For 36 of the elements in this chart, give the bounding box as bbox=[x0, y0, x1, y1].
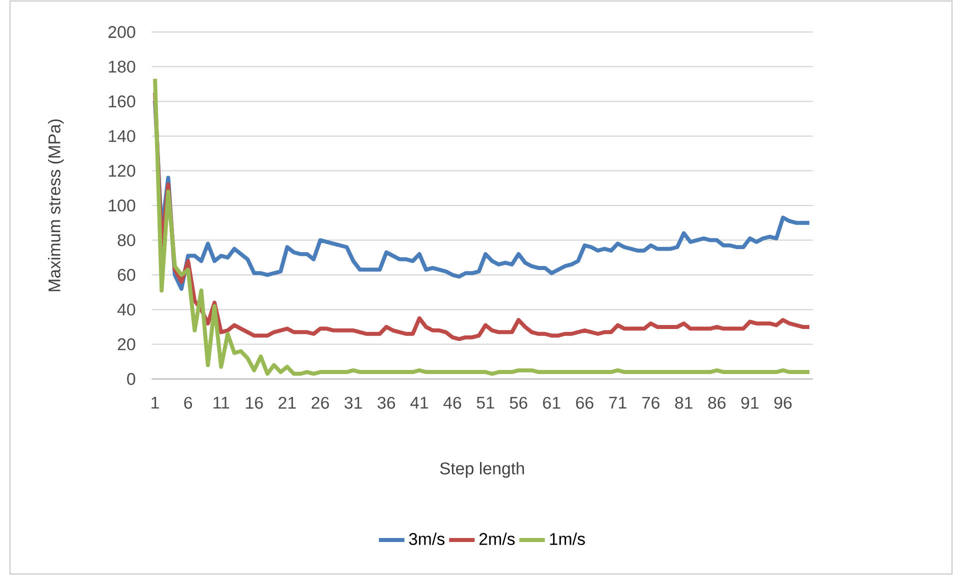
x-axis-title: Step length bbox=[440, 462, 524, 478]
legend-label: 1m/s bbox=[550, 532, 585, 546]
y-tick-label: 160 bbox=[108, 95, 136, 108]
legend-label: 3m/s bbox=[409, 532, 445, 546]
y-tick-label: 80 bbox=[118, 234, 136, 246]
y-axis-title: Maximum stress (MPa) bbox=[48, 120, 64, 292]
x-tick-label: 86 bbox=[708, 396, 726, 409]
y-tick-label: 180 bbox=[108, 60, 136, 73]
x-tick-label: 11 bbox=[214, 396, 230, 408]
x-tick-label: 41 bbox=[410, 396, 428, 408]
legend-label: 2m/s bbox=[479, 532, 515, 546]
y-tick-label: 0 bbox=[127, 372, 136, 385]
x-tick-label: 66 bbox=[576, 396, 594, 409]
y-tick-label: 140 bbox=[108, 130, 136, 142]
x-tick-label: 21 bbox=[278, 396, 296, 409]
x-tick-label: 96 bbox=[774, 396, 792, 409]
x-tick-label: 36 bbox=[378, 396, 396, 409]
y-tick-label: 200 bbox=[108, 26, 136, 38]
x-tick-label: 91 bbox=[741, 396, 759, 409]
y-tick-label: 60 bbox=[118, 268, 136, 281]
x-tick-label: 61 bbox=[543, 396, 560, 409]
x-tick-label: 46 bbox=[443, 396, 462, 409]
x-tick-label: 56 bbox=[510, 396, 528, 409]
x-tick-label: 6 bbox=[184, 396, 192, 409]
x-tick-label: 76 bbox=[642, 396, 660, 409]
x-tick-label: 1 bbox=[152, 396, 159, 408]
x-tick-label: 26 bbox=[312, 396, 329, 409]
x-tick-label: 31 bbox=[344, 396, 362, 409]
y-tick-label: 120 bbox=[108, 164, 136, 177]
y-tick-label: 40 bbox=[117, 304, 136, 316]
y-tick-label: 20 bbox=[118, 338, 136, 350]
x-tick-label: 81 bbox=[675, 396, 692, 409]
x-tick-label: 16 bbox=[246, 396, 263, 409]
x-tick-label: 51 bbox=[476, 396, 494, 409]
y-tick-label: 100 bbox=[108, 199, 136, 212]
x-tick-label: 71 bbox=[609, 396, 626, 408]
